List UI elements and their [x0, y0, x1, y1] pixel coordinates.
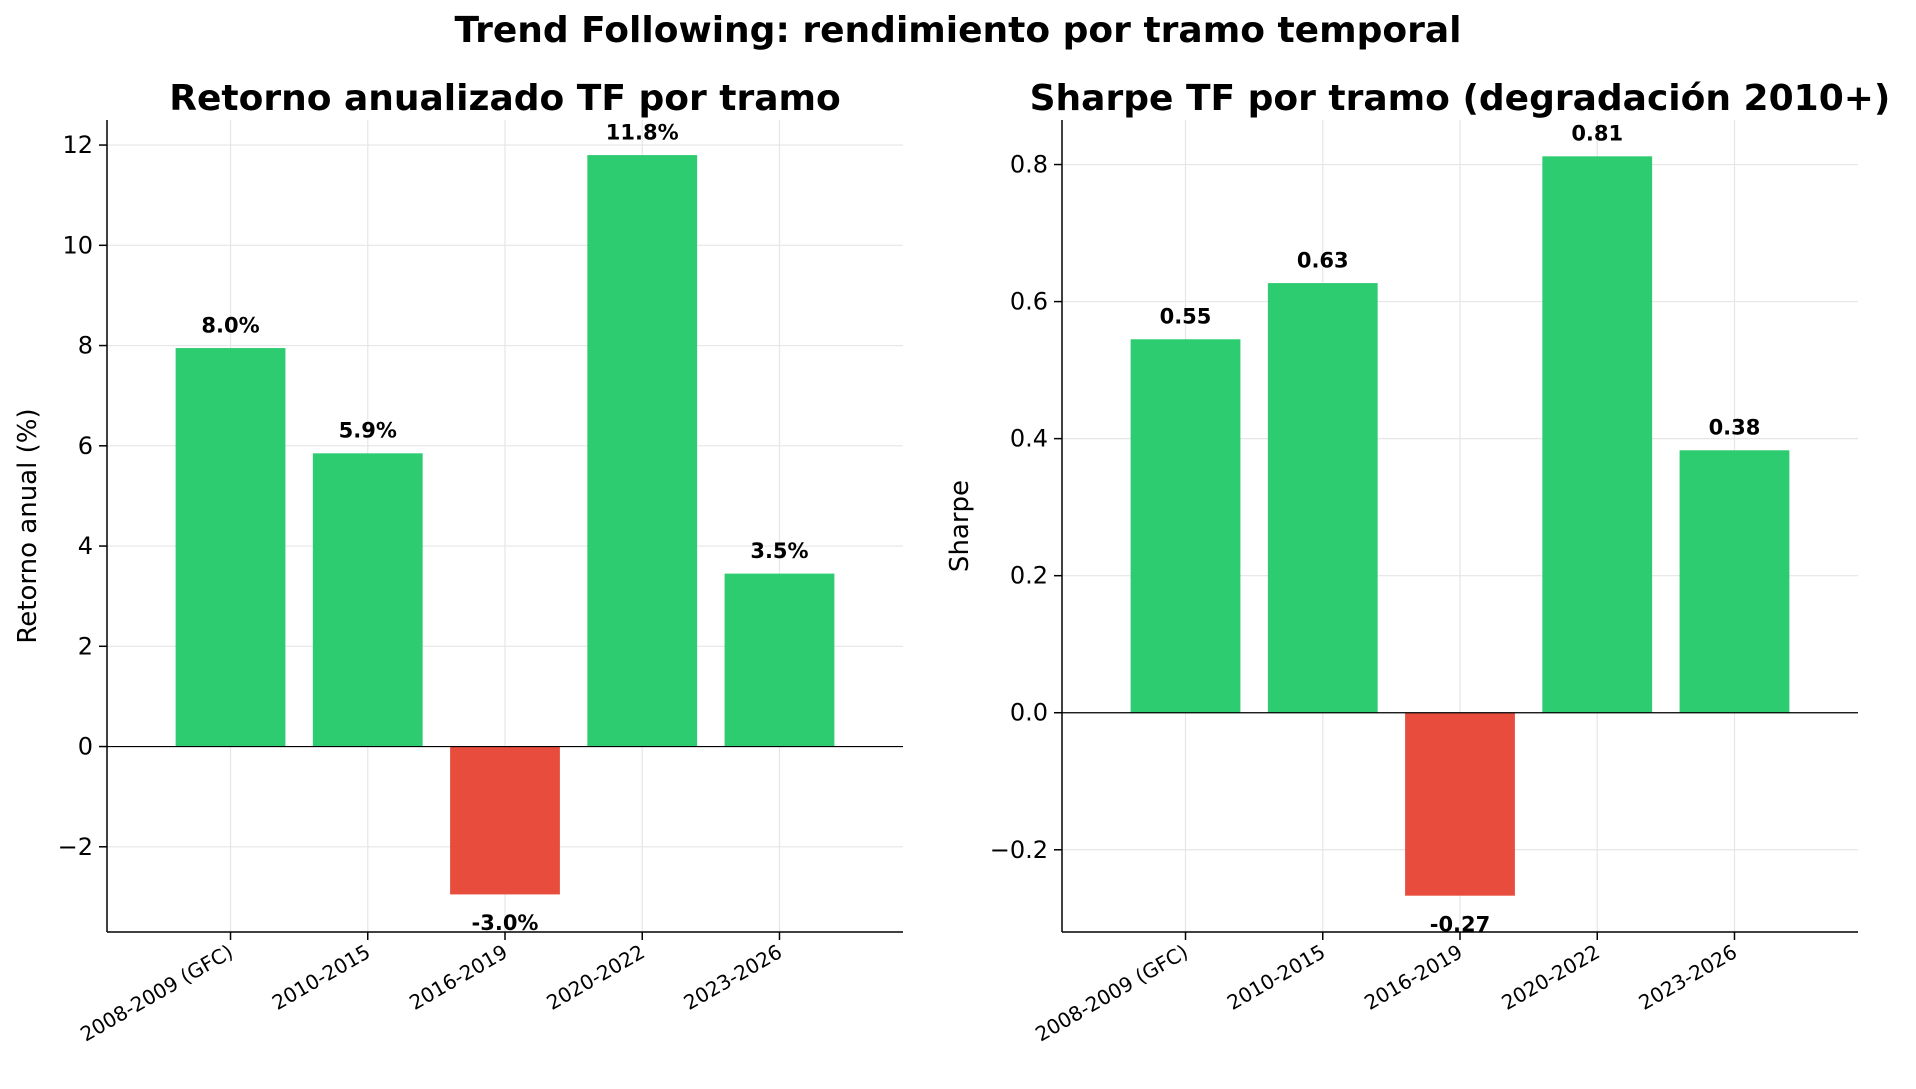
data-label: 0.63 [1297, 248, 1349, 272]
bar [175, 348, 286, 747]
x-tick-label: 2020-2022 [1497, 940, 1603, 1015]
y-tick-label: 8 [78, 332, 93, 360]
y-tick-label: 2 [78, 632, 93, 660]
data-label: 0.81 [1571, 122, 1623, 146]
data-label: 0.55 [1160, 305, 1212, 329]
x-tick-label: 2016-2019 [1360, 940, 1466, 1015]
bar [1267, 283, 1378, 713]
chart-title: Retorno anualizado TF por tramo [169, 78, 841, 119]
data-label: 3.5% [750, 539, 808, 563]
y-tick-label: −0.2 [990, 836, 1048, 864]
y-tick-label: 10 [62, 231, 93, 259]
chart-retorno-anualizado: −2 0 2 4 6 8 10 12 2008-2009 (GFC) 2010-2015 2016-… [13, 78, 903, 1046]
data-label: -3.0% [472, 911, 539, 935]
bar [312, 453, 423, 747]
data-label: 0.38 [1709, 416, 1761, 440]
bar [1542, 156, 1653, 713]
y-tick-label: 0.4 [1010, 425, 1048, 453]
bar [587, 155, 698, 747]
bar [1130, 339, 1241, 713]
x-tick-label: 2008-2009 (GFC) [76, 940, 237, 1047]
x-tick-label: 2023-2026 [1635, 940, 1741, 1015]
chart-title: Sharpe TF por tramo (degradación 2010+) [1030, 78, 1891, 119]
bar [450, 746, 560, 895]
data-label: 8.0% [201, 313, 259, 337]
x-tick-label: 2008-2009 (GFC) [1031, 940, 1192, 1047]
y-tick-label: −2 [58, 833, 93, 861]
data-label: 11.8% [606, 120, 679, 144]
bar [1405, 712, 1515, 896]
data-label: 5.9% [339, 419, 397, 443]
y-tick-label: 12 [62, 131, 93, 159]
data-label: -0.27 [1430, 912, 1491, 936]
y-tick-label: 6 [78, 432, 93, 460]
y-tick-label: 0 [78, 733, 93, 761]
x-tick-label: 2023-2026 [680, 940, 786, 1015]
y-tick-label: 0.8 [1010, 151, 1048, 179]
x-tick-label: 2016-2019 [405, 940, 511, 1015]
x-tick-label: 2020-2022 [542, 940, 648, 1015]
x-tick-label: 2010-2015 [1223, 940, 1329, 1015]
bar [724, 573, 835, 747]
chart-sharpe: −0.2 0.0 0.2 0.4 0.6 0.8 2008-2009 (GFC) 2010-2… [945, 78, 1890, 1046]
y-tick-label: 0.6 [1010, 288, 1048, 316]
y-tick-label: 0.0 [1010, 699, 1048, 727]
y-tick-label: 0.2 [1010, 562, 1048, 590]
y-tick-label: 4 [78, 532, 93, 560]
x-tick-label: 2010-2015 [268, 940, 374, 1015]
y-axis-label: Retorno anual (%) [13, 408, 43, 643]
bar [1679, 450, 1790, 713]
y-axis-label: Sharpe [945, 480, 975, 572]
figure-title: Trend Following: rendimiento por tramo t… [454, 10, 1461, 51]
